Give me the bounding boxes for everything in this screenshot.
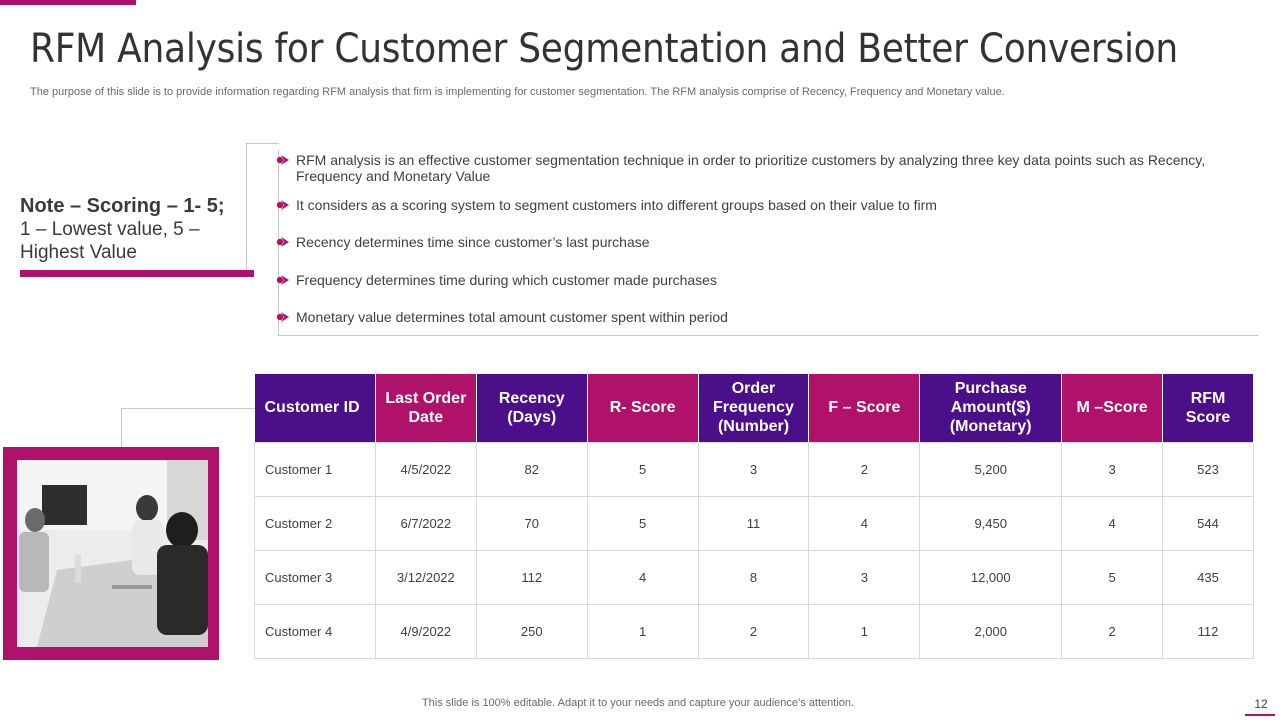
- table-cell: 11: [697, 495, 810, 551]
- table-cell: 1: [586, 603, 699, 659]
- bullet-item: It considers as a scoring system to segm…: [276, 197, 1236, 213]
- header-r-score: R- Score: [587, 374, 699, 442]
- table-cell: 12,000: [919, 549, 1063, 605]
- table-cell: 70: [475, 495, 588, 551]
- table-cell: 250: [475, 603, 588, 659]
- page-subtitle: The purpose of this slide is to provide …: [30, 86, 1005, 98]
- table-cell: 5: [1061, 549, 1164, 605]
- footer-note: This slide is 100% editable. Adapt it to…: [421, 697, 855, 709]
- table-cell: 3: [808, 549, 921, 605]
- table-cell: 3: [1061, 441, 1164, 497]
- scoring-note-heading: Note – Scoring – 1- 5;: [20, 195, 225, 217]
- table-cell: 544: [1162, 495, 1254, 551]
- header-m-score: M –Score: [1061, 374, 1164, 442]
- scoring-note-text: 1 – Lowest value, 5 – Highest Value: [20, 219, 200, 263]
- bullet-item: Recency determines time since customer’s…: [276, 234, 1236, 250]
- note-bracket-line: [246, 143, 279, 271]
- chevron-arrow-icon: [276, 275, 289, 285]
- table-cell: 3: [697, 441, 810, 497]
- bullet-item: Monetary value determines total amount c…: [276, 309, 1236, 325]
- header-customer-id: Customer ID: [254, 374, 376, 442]
- rfm-table: Customer ID Last Order Date Recency (Day…: [254, 374, 1254, 659]
- chevron-arrow-icon: [276, 237, 289, 247]
- table-row: Customer 1 4/5/2022 82 5 3 2 5,200 3 523: [254, 441, 1254, 497]
- header-purchase-amount: Purchase Amount($) (Monetary): [919, 374, 1063, 442]
- table-header-row: Customer ID Last Order Date Recency (Day…: [254, 374, 1254, 442]
- page-number-underline: [1245, 714, 1275, 716]
- header-last-order-date: Last Order Date: [375, 374, 477, 442]
- scoring-note: Note – Scoring – 1- 5; 1 – Lowest value,…: [20, 195, 250, 264]
- page-number: 12: [1254, 697, 1268, 711]
- table-cell: 8: [697, 549, 810, 605]
- table-row: Customer 2 6/7/2022 70 5 11 4 9,450 4 54…: [254, 495, 1254, 551]
- bullet-item: RFM analysis is an effective customer se…: [276, 152, 1236, 184]
- meeting-photo: [17, 460, 208, 647]
- table-cell: 112: [1162, 603, 1254, 659]
- table-cell: 4/5/2022: [374, 441, 477, 497]
- bullet-text: It considers as a scoring system to segm…: [296, 197, 937, 213]
- table-cell: 5,200: [919, 441, 1063, 497]
- table-cell: 6/7/2022: [374, 495, 477, 551]
- table-cell: 1: [808, 603, 921, 659]
- table-cell: 523: [1162, 441, 1254, 497]
- connector-line: [121, 408, 122, 448]
- chevron-arrow-icon: [276, 155, 289, 165]
- table-cell: Customer 1: [254, 441, 376, 497]
- chevron-arrow-icon: [276, 200, 289, 210]
- bullet-text: Monetary value determines total amount c…: [296, 309, 728, 325]
- table-cell: 4: [586, 549, 699, 605]
- connector-line: [121, 408, 255, 409]
- table-cell: 3/12/2022: [374, 549, 477, 605]
- table-cell: 112: [475, 549, 588, 605]
- chevron-arrow-icon: [276, 312, 289, 322]
- table-cell: 2: [697, 603, 810, 659]
- table-cell: 5: [586, 441, 699, 497]
- table-cell: 2: [808, 441, 921, 497]
- table-cell: Customer 3: [254, 549, 376, 605]
- table-cell: Customer 2: [254, 495, 376, 551]
- table-cell: 2: [1061, 603, 1164, 659]
- table-cell: 5: [586, 495, 699, 551]
- header-recency: Recency (Days): [476, 374, 588, 442]
- top-accent-bar: [0, 0, 136, 5]
- bullet-text: Recency determines time since customer’s…: [296, 234, 650, 250]
- table-row: Customer 3 3/12/2022 112 4 8 3 12,000 5 …: [254, 549, 1254, 605]
- photo-frame: [3, 447, 219, 660]
- table-cell: 2,000: [919, 603, 1063, 659]
- table-cell: 4: [808, 495, 921, 551]
- table-cell: 4/9/2022: [374, 603, 477, 659]
- header-order-frequency: Order Frequency (Number): [698, 374, 810, 442]
- note-underline: [20, 270, 254, 277]
- bullet-item: Frequency determines time during which c…: [276, 272, 1236, 288]
- bullet-text: RFM analysis is an effective customer se…: [296, 152, 1206, 184]
- table-cell: Customer 4: [254, 603, 376, 659]
- header-f-score: F – Score: [808, 374, 921, 442]
- header-rfm-score: RFM Score: [1162, 374, 1254, 442]
- table-cell: 82: [475, 441, 588, 497]
- table-cell: 4: [1061, 495, 1164, 551]
- table-cell: 9,450: [919, 495, 1063, 551]
- bullet-text: Frequency determines time during which c…: [296, 272, 717, 288]
- page-title: RFM Analysis for Customer Segmentation a…: [30, 26, 1178, 72]
- table-row: Customer 4 4/9/2022 250 1 2 1 2,000 2 11…: [254, 603, 1254, 659]
- table-cell: 435: [1162, 549, 1254, 605]
